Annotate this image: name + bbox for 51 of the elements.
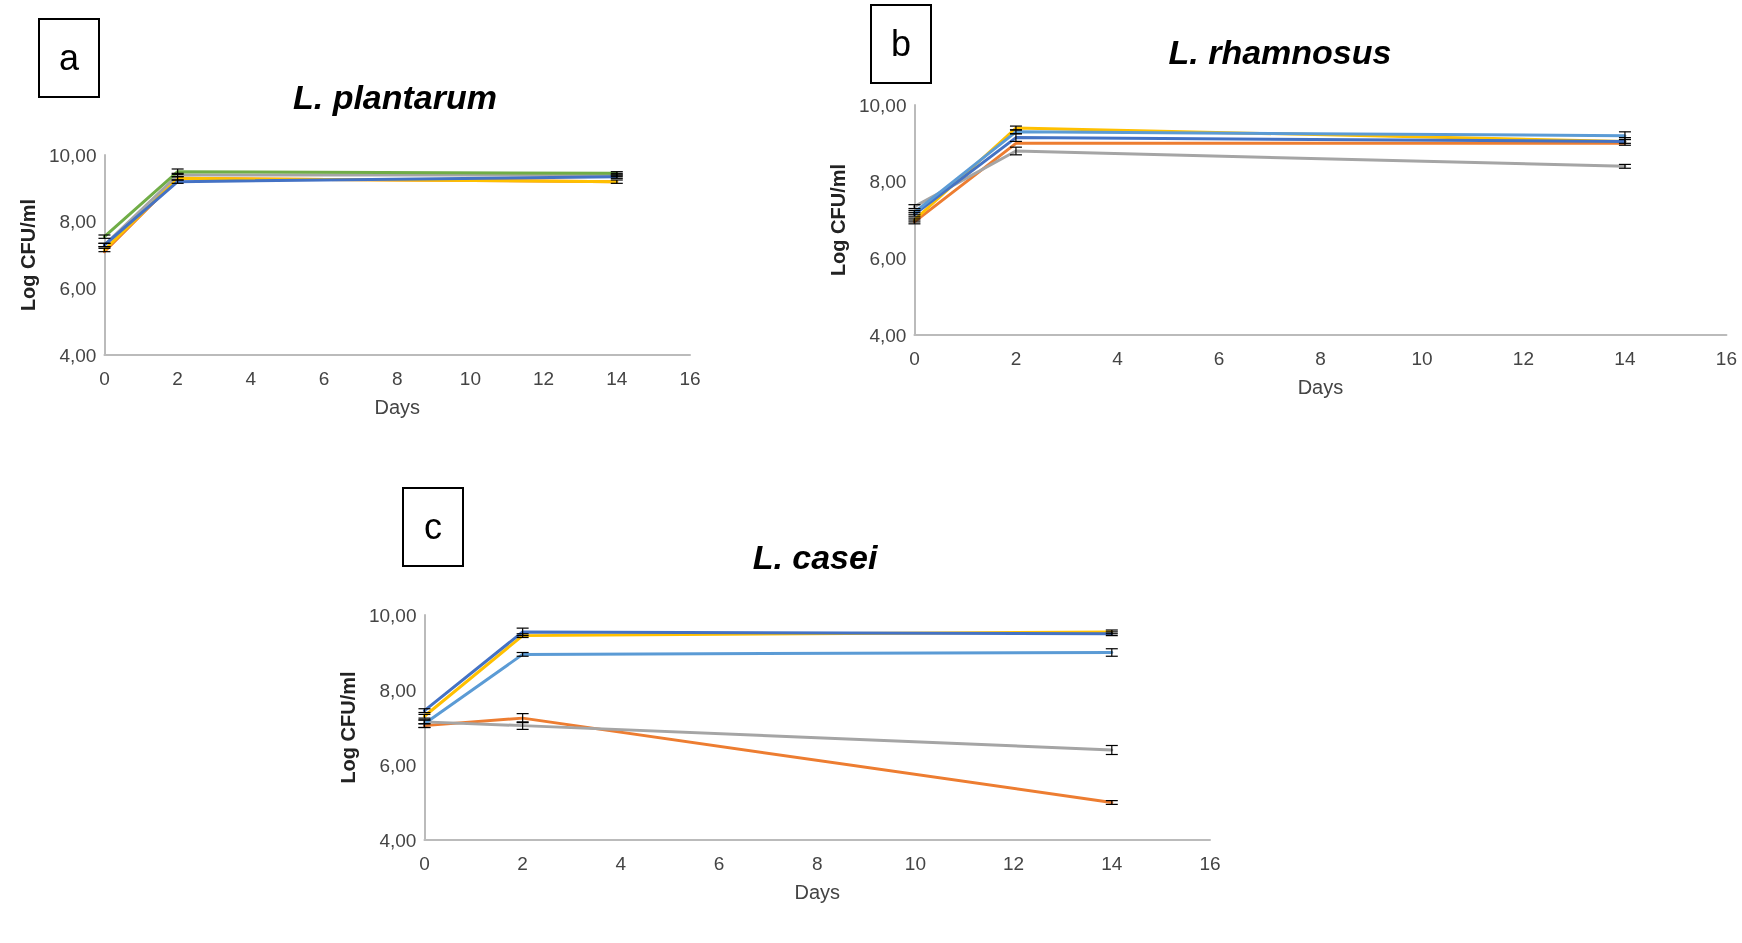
- x-tick-label: 6: [713, 853, 725, 874]
- y-tick-label: 10,00: [48, 144, 97, 166]
- x-tick-label: 0: [99, 368, 110, 389]
- x-tick-label: 8: [391, 368, 403, 389]
- y-tick-label: 4,00: [869, 324, 907, 346]
- y-tick-label: 10,00: [368, 604, 417, 626]
- text: a: [38, 18, 100, 98]
- y-tick-label: 4,00: [379, 829, 417, 851]
- y-tick-label: 6,00: [379, 754, 417, 776]
- x-tick-label: 12: [533, 368, 555, 389]
- chart-title: L. plantarum: [292, 78, 498, 116]
- x-tick-label: 10: [1411, 348, 1433, 369]
- text: b: [870, 4, 932, 84]
- x-tick-label: 16: [1715, 348, 1737, 369]
- x-tick-label: 6: [1213, 348, 1225, 369]
- x-axis-title: Days: [1297, 376, 1344, 398]
- x-tick-label: 10: [904, 853, 926, 874]
- x-tick-label: 0: [909, 348, 920, 369]
- y-tick-label: 4,00: [59, 344, 97, 366]
- x-tick-label: 12: [1003, 853, 1025, 874]
- y-tick-label: 6,00: [59, 277, 97, 299]
- y-axis-title: Log CFU/ml: [17, 198, 39, 312]
- x-tick-label: 8: [1315, 348, 1326, 369]
- x-tick-label: 4: [1112, 348, 1124, 369]
- x-tick-label: 10: [459, 368, 481, 389]
- x-tick-label: 2: [517, 853, 528, 874]
- x-tick-label: 2: [172, 368, 183, 389]
- x-tick-label: 16: [679, 368, 701, 389]
- y-axis-title: Log CFU/ml: [827, 163, 849, 277]
- chart-title: L. casei: [752, 538, 879, 576]
- x-tick-label: 4: [245, 368, 257, 389]
- y-tick-label: 8,00: [379, 679, 417, 701]
- y-tick-label: 10,00: [858, 94, 907, 116]
- y-tick-label: 8,00: [869, 171, 907, 193]
- chart-title: L. rhamnosus: [1168, 33, 1392, 71]
- y-axis-title: Log CFU/ml: [337, 671, 359, 784]
- x-tick-label: 8: [811, 853, 823, 874]
- x-tick-label: 14: [1101, 853, 1123, 874]
- x-tick-label: 12: [1512, 348, 1535, 369]
- x-tick-label: 4: [615, 853, 627, 874]
- x-tick-label: 14: [1614, 348, 1636, 369]
- x-tick-label: 0: [419, 853, 430, 874]
- x-tick-label: 16: [1199, 853, 1221, 874]
- y-tick-label: 8,00: [59, 211, 97, 233]
- x-axis-title: Days: [794, 881, 841, 903]
- x-axis-title: Days: [374, 396, 421, 418]
- x-tick-label: 2: [1010, 348, 1022, 369]
- x-tick-label: 6: [318, 368, 330, 389]
- y-tick-label: 6,00: [869, 247, 907, 269]
- text: c: [402, 487, 464, 567]
- x-tick-label: 14: [606, 368, 628, 389]
